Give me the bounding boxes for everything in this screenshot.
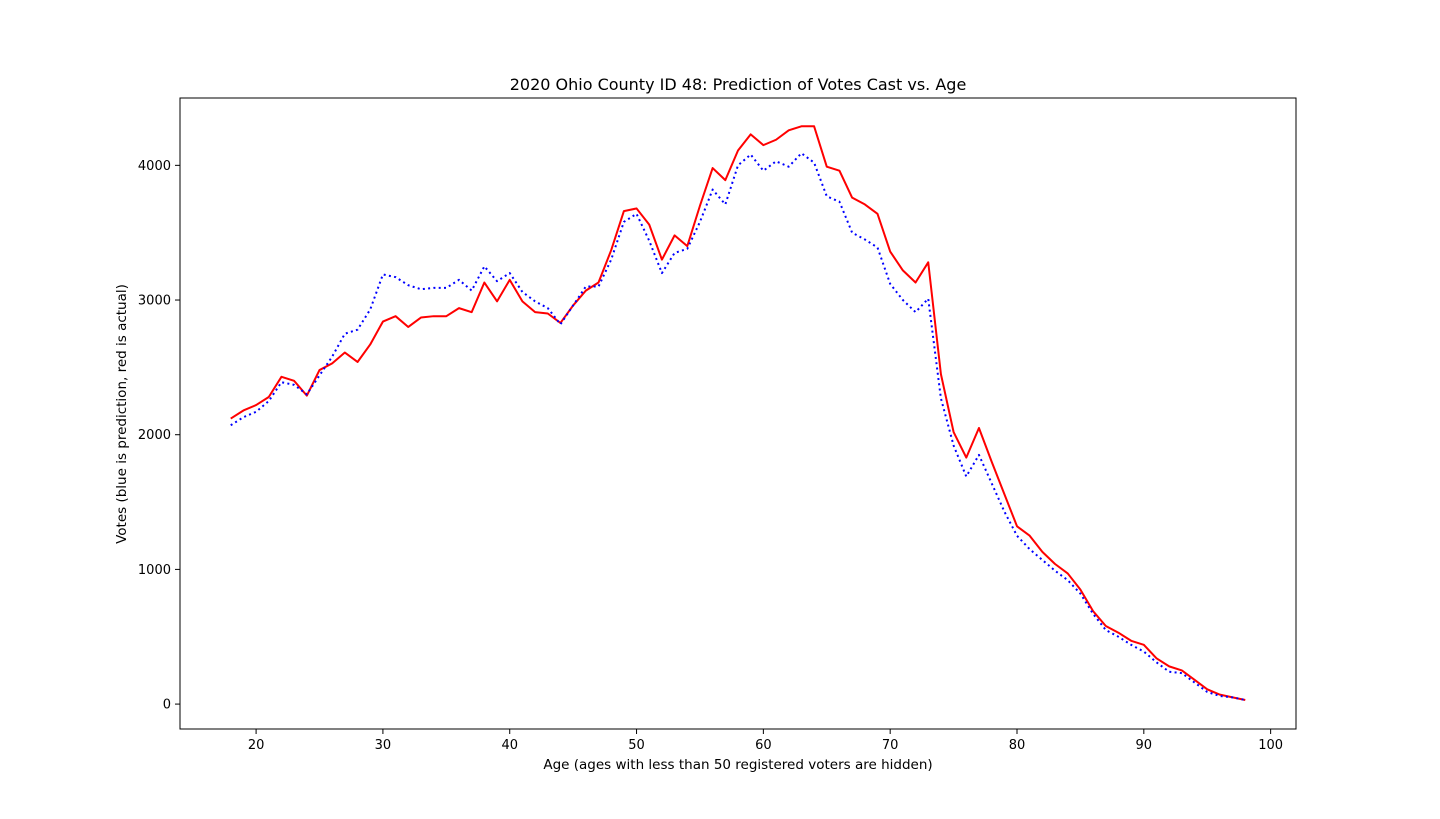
y-tick-label: 0 [163,698,171,713]
x-axis-ticks: 20 30 40 50 60 70 80 90 100 [248,729,1283,753]
x-tick-label: 30 [375,738,392,753]
actual-series-line [230,125,1246,702]
x-tick-label: 90 [1136,738,1153,753]
prediction-series-line [230,152,1246,702]
plot-area-frame [179,97,1297,730]
y-axis-label: Votes (blue is prediction, red is actual… [114,284,130,544]
x-tick-label: 40 [501,738,518,753]
chart-title: 2020 Ohio County ID 48: Prediction of Vo… [510,75,967,94]
x-axis-label: Age (ages with less than 50 registered v… [543,757,932,773]
x-tick-label: 80 [1009,738,1026,753]
y-tick-label: 1000 [138,563,171,578]
x-tick-label: 60 [755,738,772,753]
y-tick-label: 4000 [138,159,171,174]
x-tick-label: 50 [628,738,645,753]
y-tick-label: 3000 [138,294,171,309]
x-tick-label: 20 [248,738,265,753]
x-tick-label: 70 [882,738,899,753]
y-axis-ticks: 0 1000 2000 3000 4000 [138,159,180,713]
series-layer [230,125,1246,702]
x-tick-label: 100 [1258,738,1283,753]
y-tick-label: 2000 [138,428,171,443]
